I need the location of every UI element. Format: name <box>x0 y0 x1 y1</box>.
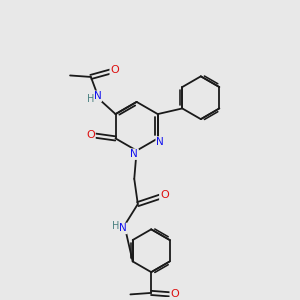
Text: O: O <box>160 190 169 200</box>
Text: O: O <box>86 130 95 140</box>
Text: N: N <box>119 224 127 233</box>
Text: H: H <box>87 94 94 103</box>
Text: N: N <box>94 91 101 101</box>
Text: H: H <box>112 221 119 231</box>
Text: O: O <box>110 65 119 75</box>
Text: N: N <box>156 137 164 147</box>
Text: N: N <box>130 149 138 159</box>
Text: O: O <box>170 290 179 299</box>
